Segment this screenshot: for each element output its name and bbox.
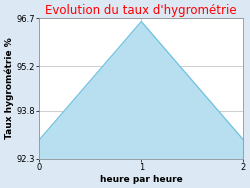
X-axis label: heure par heure: heure par heure: [100, 175, 182, 184]
Y-axis label: Taux hygrométrie %: Taux hygrométrie %: [4, 38, 14, 139]
Title: Evolution du taux d'hygrométrie: Evolution du taux d'hygrométrie: [46, 4, 237, 17]
